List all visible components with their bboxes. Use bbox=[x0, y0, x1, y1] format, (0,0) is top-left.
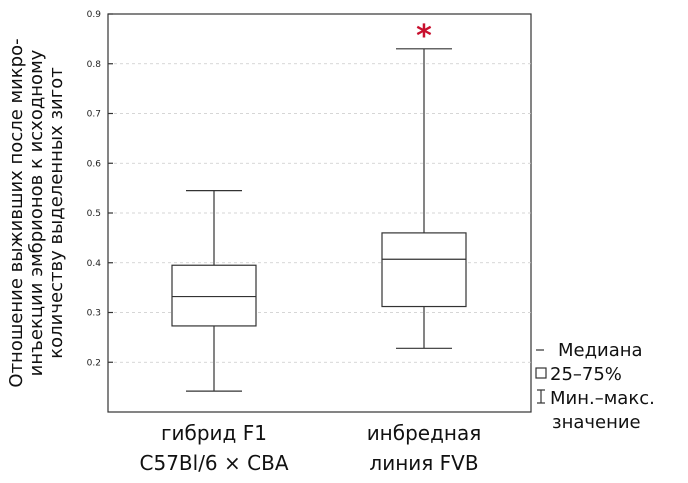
y-tick-label: 0.5 bbox=[87, 209, 101, 219]
grid-lines bbox=[108, 63, 531, 363]
legend-entry: 25–75% bbox=[550, 364, 622, 385]
category-label: C57Bl/6 × CBA bbox=[140, 451, 289, 475]
y-tick-label: 0.9 bbox=[87, 10, 102, 20]
y-tick-label: 0.6 bbox=[87, 159, 102, 169]
y-axis-ticks: 0.2 0.3 0.4 0.5 0.6 0.7 0.8 0.9 bbox=[87, 10, 113, 368]
legend-entry: Мин.–макс. bbox=[550, 388, 655, 409]
y-axis-label-line: инъекции эмбрионов к исходному bbox=[26, 49, 47, 376]
y-axis-label-line: Отношение выживших после микро- bbox=[6, 38, 27, 387]
y-tick-label: 0.3 bbox=[87, 309, 101, 319]
y-tick-label: 0.2 bbox=[87, 358, 101, 368]
category-label: линия FVB bbox=[369, 451, 478, 475]
y-axis-label: Отношение выживших после микро-инъекции … bbox=[6, 38, 67, 387]
legend-entry: Медиана bbox=[558, 340, 643, 361]
iqr-box bbox=[171, 264, 257, 327]
y-tick-label: 0.7 bbox=[87, 110, 101, 120]
y-axis-label-line: количеству выделенных зигот bbox=[46, 67, 67, 358]
boxes: * bbox=[171, 19, 467, 392]
significance-marker: * bbox=[416, 19, 432, 54]
y-tick-label: 0.8 bbox=[87, 60, 102, 70]
legend-box-symbol bbox=[535, 367, 547, 379]
y-tick-label: 0.4 bbox=[87, 259, 102, 269]
legend: Медиана 25–75% Мин.–макс. значение bbox=[535, 340, 655, 433]
iqr-box bbox=[381, 232, 467, 308]
category-labels: гибрид F1 C57Bl/6 × CBA инбредная линия FVB bbox=[140, 421, 482, 475]
y-axis-label-group: Отношение выживших после микро-инъекции … bbox=[6, 38, 67, 387]
category-label: инбредная bbox=[367, 421, 482, 445]
legend-entry: значение bbox=[552, 412, 641, 433]
category-label: гибрид F1 bbox=[161, 421, 267, 445]
